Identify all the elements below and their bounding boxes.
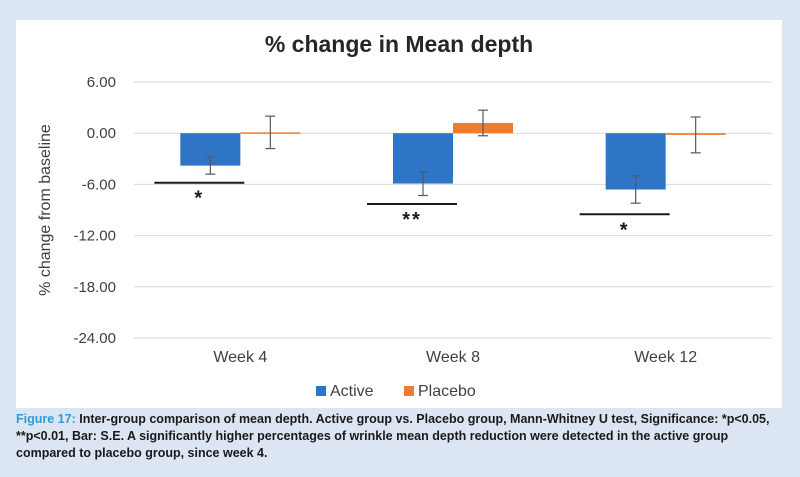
y-tick-label: -18.00 xyxy=(73,279,116,296)
figure-label: Figure 17: xyxy=(16,412,76,426)
caption-text: Inter-group comparison of mean depth. Ac… xyxy=(16,412,770,460)
y-tick-label: 0.00 xyxy=(87,125,116,142)
y-axis-label: % change from baseline xyxy=(37,124,54,296)
y-tick-label: -12.00 xyxy=(73,228,116,245)
x-tick-label: Week 4 xyxy=(213,349,267,366)
bar-chart: % change in Mean depth 6.00 0.00 -6.00 -12.0… xyxy=(37,31,772,400)
chart-area: % change in Mean depth 6.00 0.00 -6.00 -12.0… xyxy=(16,20,782,408)
x-tick-label: Week 12 xyxy=(634,349,697,366)
chart-title: % change in Mean depth xyxy=(265,31,533,57)
legend-swatch-active xyxy=(316,386,326,396)
y-tick-label: -6.00 xyxy=(82,176,116,193)
significance-marker: * xyxy=(194,188,204,210)
legend-swatch-placebo xyxy=(404,386,414,396)
y-tick-label: -24.00 xyxy=(73,330,116,347)
significance-marker: ** xyxy=(402,209,422,231)
legend-label-placebo: Placebo xyxy=(418,383,476,400)
significance-marker: * xyxy=(620,219,630,241)
figure-caption: Figure 17: Inter-group comparison of mea… xyxy=(16,411,784,462)
x-tick-label: Week 8 xyxy=(426,349,480,366)
legend-label-active: Active xyxy=(330,383,374,400)
y-tick-label: 6.00 xyxy=(87,74,116,91)
